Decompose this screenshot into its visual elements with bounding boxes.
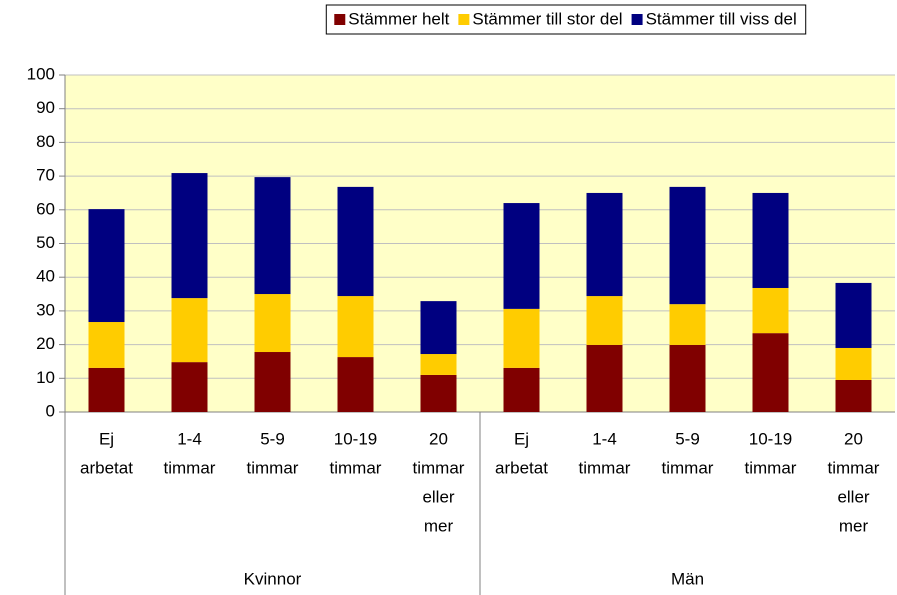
bar-segment bbox=[420, 374, 457, 412]
x-tick-label: arbetat bbox=[80, 458, 133, 477]
x-tick-label: 1-4 bbox=[592, 429, 617, 448]
x-tick-label: 10-19 bbox=[334, 429, 377, 448]
bar-segment bbox=[171, 298, 208, 363]
bar-segment bbox=[88, 322, 125, 368]
y-tick-label: 40 bbox=[36, 267, 55, 286]
bar-segment bbox=[835, 347, 872, 380]
y-tick-label: 60 bbox=[36, 199, 55, 218]
y-tick-label: 20 bbox=[36, 334, 55, 353]
bar-segment bbox=[420, 354, 457, 375]
x-tick-label: timmar bbox=[579, 458, 631, 477]
x-tick-label: 5-9 bbox=[260, 429, 285, 448]
bar-segment bbox=[752, 287, 789, 334]
legend-label: Stämmer till stor del bbox=[472, 9, 622, 28]
bar-segment bbox=[254, 177, 291, 295]
x-tick-label: timmar bbox=[662, 458, 714, 477]
legend-label: Stämmer helt bbox=[348, 9, 449, 28]
legend-label: Stämmer till viss del bbox=[646, 9, 797, 28]
x-tick-label: timmar bbox=[247, 458, 299, 477]
y-tick-label: 0 bbox=[46, 401, 55, 420]
x-tick-label: eller bbox=[837, 487, 869, 506]
x-tick-label: timmar bbox=[164, 458, 216, 477]
bar-segment bbox=[171, 362, 208, 412]
y-tick-label: 30 bbox=[36, 300, 55, 319]
bar-segment bbox=[752, 333, 789, 412]
x-tick-label: 20 bbox=[844, 429, 863, 448]
y-tick-label: 80 bbox=[36, 132, 55, 151]
x-tick-label: mer bbox=[839, 516, 869, 535]
y-tick-label: 50 bbox=[36, 233, 55, 252]
bar-segment bbox=[503, 203, 540, 309]
bar-segment bbox=[503, 308, 540, 368]
bar-segment bbox=[669, 304, 706, 345]
bar-segment bbox=[88, 209, 125, 323]
bar-segment bbox=[752, 192, 789, 288]
bar-segment bbox=[503, 367, 540, 412]
bar-segment bbox=[586, 192, 623, 297]
x-tick-label: Ej bbox=[99, 429, 114, 448]
bar-segment bbox=[337, 296, 374, 358]
x-tick-label: timmar bbox=[828, 458, 880, 477]
x-tick-label: timmar bbox=[413, 458, 465, 477]
x-tick-label: timmar bbox=[330, 458, 382, 477]
legend-swatch bbox=[458, 14, 470, 25]
bar-segment bbox=[171, 173, 208, 299]
bar-segment bbox=[586, 296, 623, 345]
bar-segment bbox=[337, 357, 374, 412]
group-label: Kvinnor bbox=[244, 569, 302, 588]
x-tick-label: timmar bbox=[745, 458, 797, 477]
y-tick-label: 70 bbox=[36, 166, 55, 185]
x-tick-label: 1-4 bbox=[177, 429, 202, 448]
bar-segment bbox=[586, 344, 623, 412]
bar-segment bbox=[420, 301, 457, 355]
x-tick-label: Ej bbox=[514, 429, 529, 448]
legend-swatch bbox=[631, 14, 643, 25]
x-tick-label: eller bbox=[422, 487, 454, 506]
bar-segment bbox=[835, 282, 872, 348]
y-tick-label: 10 bbox=[36, 368, 55, 387]
x-tick-label: 10-19 bbox=[749, 429, 792, 448]
bar-segment bbox=[254, 294, 291, 353]
group-label: Män bbox=[671, 569, 704, 588]
bar-segment bbox=[254, 352, 291, 412]
x-tick-label: arbetat bbox=[495, 458, 548, 477]
x-tick-label: 20 bbox=[429, 429, 448, 448]
legend-swatch bbox=[334, 14, 346, 25]
bar-segment bbox=[669, 186, 706, 305]
y-tick-label: 100 bbox=[27, 64, 55, 83]
bar-segment bbox=[337, 186, 374, 297]
y-tick-label: 90 bbox=[36, 98, 55, 117]
x-tick-label: mer bbox=[424, 516, 454, 535]
bar-segment bbox=[669, 344, 706, 412]
bar-segment bbox=[88, 367, 125, 412]
bar-segment bbox=[835, 379, 872, 412]
legend bbox=[325, 4, 807, 35]
x-tick-label: 5-9 bbox=[675, 429, 700, 448]
